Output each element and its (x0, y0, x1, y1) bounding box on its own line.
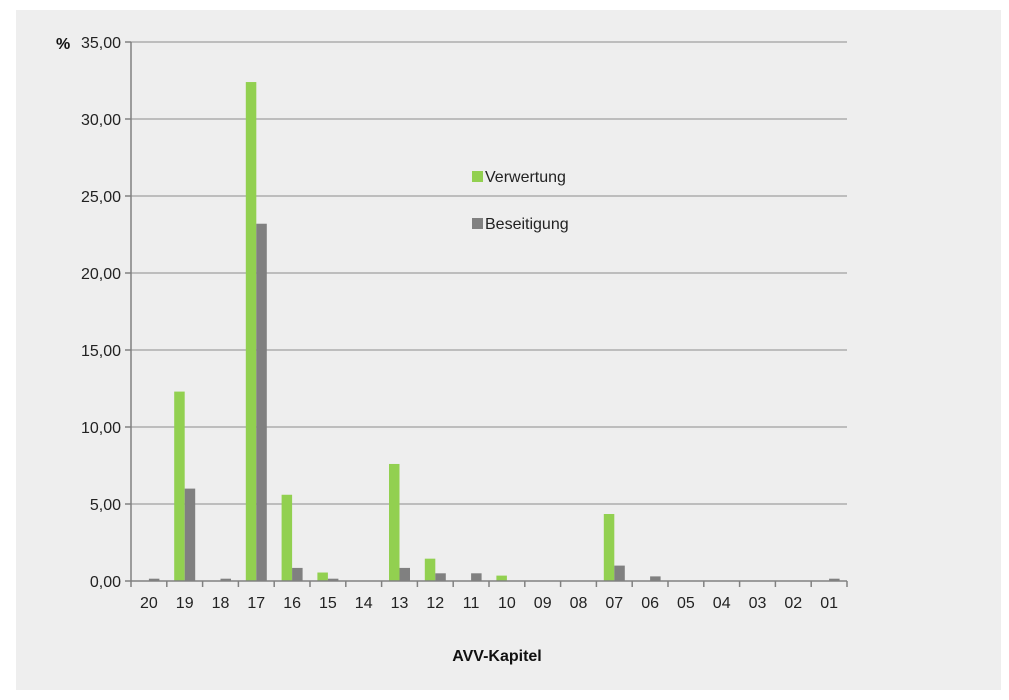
bar-verwertung-13 (389, 463, 400, 581)
legend-swatch-verwertung (472, 171, 483, 182)
x-tick-label: 04 (713, 595, 731, 612)
bar-verwertung-12 (424, 558, 436, 581)
x-tick-label: 10 (498, 595, 516, 612)
bar-beseitigung-07 (614, 565, 625, 581)
bar-verwertung-07 (603, 514, 615, 581)
x-tick-label: 05 (677, 595, 695, 612)
bars (148, 82, 840, 581)
bar-verwertung-15 (317, 572, 328, 581)
x-tick-label: 02 (784, 595, 802, 612)
bar-beseitigung-15 (327, 578, 339, 581)
y-tick-label: 30,00 (81, 112, 121, 129)
bar-beseitigung-11 (471, 573, 482, 581)
bar-beseitigung-12 (435, 573, 446, 581)
x-tick-label: 19 (176, 595, 194, 612)
bar-beseitigung-17 (256, 223, 267, 581)
bar-beseitigung-20 (148, 578, 160, 581)
x-tick-label: 12 (426, 595, 444, 612)
x-axis-title: AVV-Kapitel (452, 648, 542, 665)
bar-beseitigung-19 (184, 488, 196, 581)
x-tick-label: 13 (391, 595, 409, 612)
bar-verwertung-19 (174, 391, 185, 581)
x-tick-label: 11 (463, 595, 480, 612)
y-tick-label: 35,00 (81, 35, 121, 52)
y-tick-label: 10,00 (81, 420, 121, 437)
x-tick-label: 01 (820, 595, 838, 612)
bar-beseitigung-16 (292, 567, 303, 581)
x-tick-label: 18 (212, 595, 230, 612)
x-tick-label: 09 (534, 595, 552, 612)
x-tick-label: 03 (749, 595, 767, 612)
chart-panel: 0,00 5,00 10,00 15,00 20,00 25,00 30,00 35,00 2… (16, 10, 1001, 690)
y-tick-label: 15,00 (81, 343, 121, 360)
bar-beseitigung-01 (829, 578, 840, 581)
bar-beseitigung-06 (650, 576, 661, 581)
x-tick-label: 17 (247, 595, 265, 612)
bar-beseitigung-18 (220, 578, 231, 581)
x-tick-label: 07 (605, 595, 623, 612)
y-tick-label: 20,00 (81, 266, 121, 283)
x-tick-label: 14 (355, 595, 373, 612)
legend-swatch-beseitigung (472, 218, 483, 229)
axes (130, 42, 847, 582)
legend-label-verwertung: Verwertung (485, 169, 566, 186)
y-tick-label: 5,00 (90, 497, 121, 514)
y-tick-labels: 0,00 5,00 10,00 15,00 20,00 25,00 30,00 35,00 (81, 35, 131, 591)
bar-verwertung-16 (281, 494, 293, 581)
x-tick-label: 08 (570, 595, 588, 612)
x-tick-label: 06 (641, 595, 659, 612)
y-axis-title: % (56, 36, 70, 53)
grid-lines (131, 41, 847, 505)
bar-chart: 0,00 5,00 10,00 15,00 20,00 25,00 30,00 35,00 2… (56, 35, 848, 665)
legend: Verwertung Beseitigung (472, 169, 569, 233)
y-tick-label: 0,00 (90, 574, 121, 591)
x-tick-labels: 20 19 18 17 16 15 14 13 12 11 10 09 08 07 06 05 04 03 02 01 (130, 581, 848, 612)
legend-label-beseitigung: Beseitigung (485, 216, 569, 233)
y-tick-label: 25,00 (81, 189, 121, 206)
x-tick-label: 15 (319, 595, 337, 612)
bar-verwertung-10 (496, 575, 507, 581)
bar-verwertung-17 (245, 82, 257, 581)
bar-beseitigung-13 (399, 567, 410, 581)
x-tick-label: 16 (283, 595, 301, 612)
x-tick-label: 20 (140, 595, 158, 612)
